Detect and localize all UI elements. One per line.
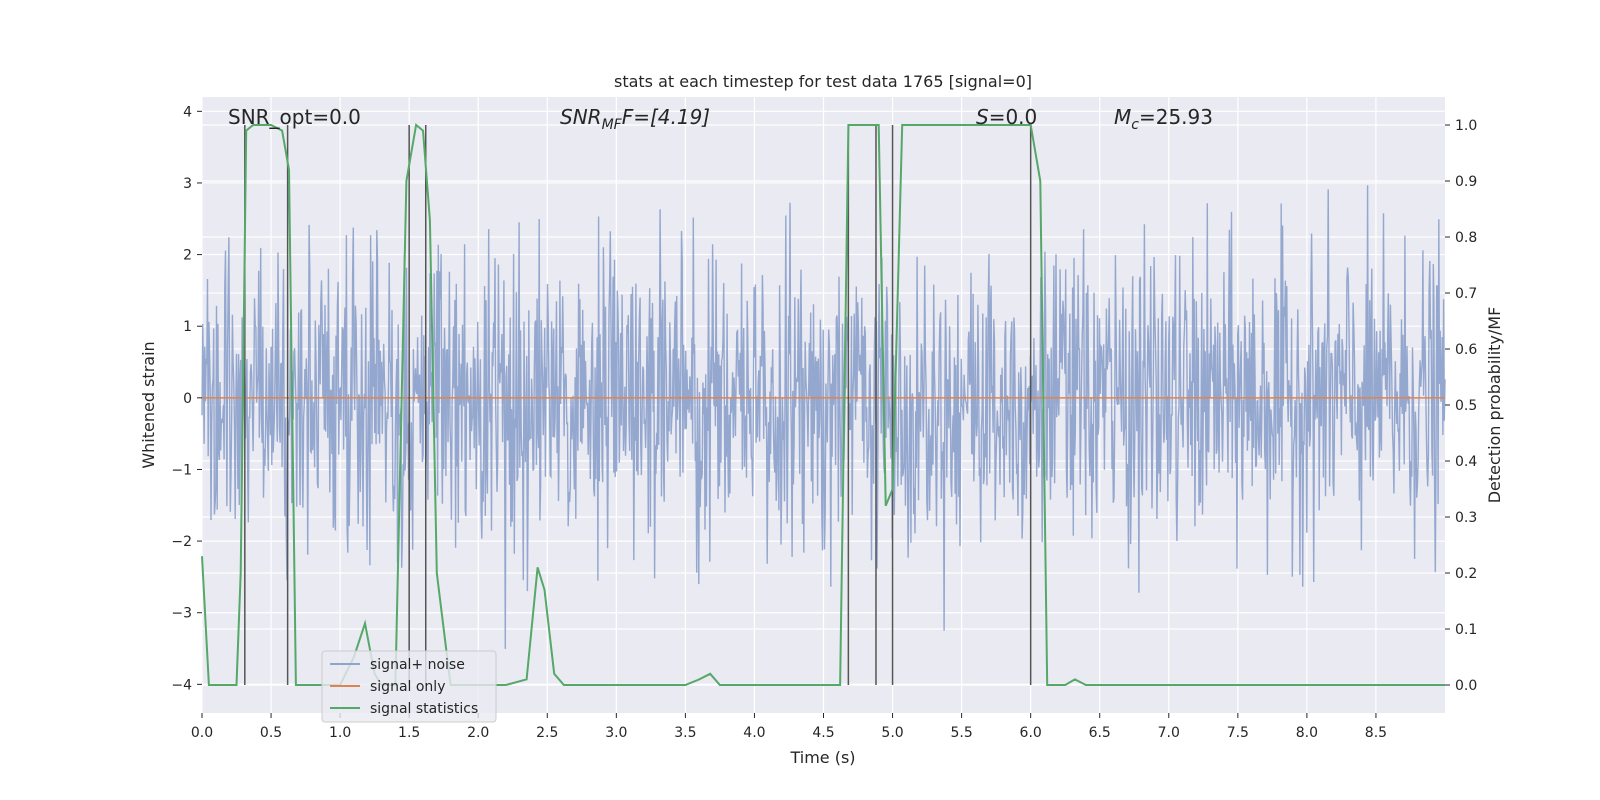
y-right-tick-label: 0.0 (1455, 678, 1477, 694)
y-left-axis-ticks: 4 3 2 1 0 −1 −2 −3 −4 (171, 104, 202, 693)
x-tick-label: 4.0 (743, 725, 765, 741)
y-right-tick-label: 0.7 (1455, 286, 1477, 302)
x-tick-label: 4.5 (812, 725, 834, 741)
annotation-mc-sub: c (1131, 117, 1139, 133)
x-tick-label: 7.0 (1158, 725, 1180, 741)
x-tick-label: 0.0 (191, 725, 213, 741)
annotation-snr-opt: SNR_opt=0.0 (228, 105, 361, 129)
x-tick-label: 1.0 (329, 725, 351, 741)
y-left-tick-label: 2 (183, 248, 192, 264)
chart-title: stats at each timestep for test data 176… (614, 72, 1032, 91)
annotation-mc-value: =25.93 (1139, 105, 1213, 129)
annotation-s: S=0.0 (976, 105, 1037, 129)
legend: signal+ noise signal only signal statist… (321, 650, 497, 723)
y-right-tick-label: 1.0 (1455, 118, 1477, 134)
y-right-tick-label: 0.9 (1455, 174, 1477, 190)
annotation-snr-mf-value: F=[4.19] (622, 105, 710, 129)
x-tick-label: 7.5 (1227, 725, 1249, 741)
x-tick-label: 8.0 (1296, 725, 1318, 741)
y-left-tick-label: 3 (183, 176, 192, 192)
y-left-tick-label: −1 (171, 462, 192, 478)
x-tick-label: 0.5 (260, 725, 282, 741)
legend-label-signal-statistics: signal statistics (370, 701, 478, 717)
signal-statistics-series (201, 123, 1445, 686)
x-tick-label: 5.0 (881, 725, 903, 741)
x-tick-label: 3.0 (605, 725, 627, 741)
x-tick-label: 2.0 (467, 725, 489, 741)
x-tick-label: 3.5 (674, 725, 696, 741)
y-right-tick-label: 0.8 (1455, 230, 1477, 246)
x-tick-label: 1.5 (398, 725, 420, 741)
annotation-s-value: =0.0 (989, 105, 1038, 129)
vertical-markers (244, 125, 1032, 685)
y-left-tick-label: 1 (183, 319, 192, 335)
x-tick-label: 6.0 (1020, 725, 1042, 741)
signal-statistics-line (201, 123, 1445, 686)
legend-box (321, 650, 497, 723)
y-left-axis-label: Whitened strain (139, 341, 158, 468)
y-right-tick-label: 0.6 (1455, 342, 1477, 358)
y-right-tick-label: 0.4 (1455, 454, 1477, 470)
y-right-tick-label: 0.2 (1455, 566, 1477, 582)
x-axis-ticks: 0.0 0.5 1.0 1.5 2.0 2.5 3.0 3.5 4.0 4.5 5.0 5.5 6.0 6… (191, 713, 1387, 741)
y-left-tick-label: −3 (171, 606, 192, 622)
x-axis-label: Time (s) (789, 748, 855, 767)
legend-label-signal-noise: signal+ noise (370, 657, 465, 673)
annotation-snr-mf-sub: MF (602, 117, 623, 133)
annotation-snr-mf-label: SNR (560, 105, 602, 129)
annotation-snr-mf: SNRMFF=[4.19] (560, 105, 710, 133)
y-right-axis-ticks: 1.0 0.9 0.8 0.7 0.6 0.5 0.4 0.3 0.2 0.1 0.0 (1445, 118, 1477, 694)
y-right-tick-label: 0.3 (1455, 510, 1477, 526)
y-right-tick-label: 0.5 (1455, 398, 1477, 414)
annotation-s-label: S (976, 105, 989, 129)
x-tick-label: 5.5 (950, 725, 972, 741)
x-tick-label: 8.5 (1365, 725, 1387, 741)
legend-label-signal-only: signal only (370, 679, 445, 695)
y-left-tick-label: −4 (171, 677, 192, 693)
x-tick-label: 2.5 (536, 725, 558, 741)
y-right-axis-label: Detection probability/MF (1485, 307, 1504, 504)
annotation-mc-label: M (1114, 105, 1131, 129)
y-left-tick-label: 0 (183, 391, 192, 407)
annotation-mc: Mc=25.93 (1114, 105, 1213, 133)
y-left-tick-label: 4 (183, 104, 192, 120)
y-right-tick-label: 0.1 (1455, 622, 1477, 638)
x-tick-label: 6.5 (1089, 725, 1111, 741)
y-left-tick-label: −2 (171, 534, 192, 550)
